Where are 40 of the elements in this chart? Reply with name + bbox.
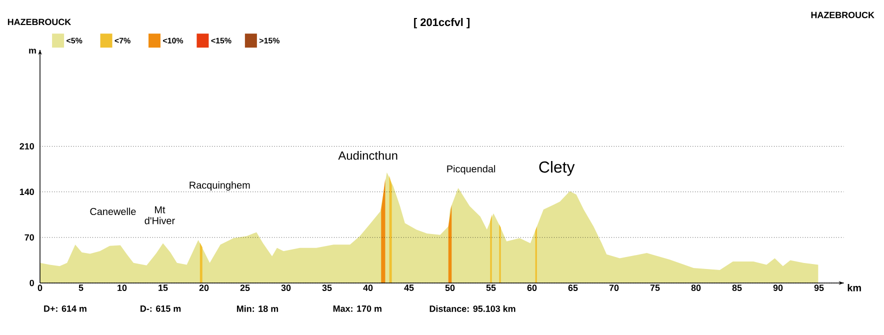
- x-tick-label: 0: [38, 284, 42, 292]
- text: HAZEBROUCK: [811, 12, 874, 18]
- text: D+: 614 m: [44, 305, 86, 312]
- x-tick-label: 35: [322, 284, 332, 292]
- y-tick-label: 140: [20, 188, 34, 196]
- y-tick-label: 0: [30, 280, 34, 286]
- x-tick-label: 45: [404, 284, 414, 291]
- x-tick-label: 10: [118, 284, 127, 292]
- text: HAZEBROUCK: [8, 18, 72, 26]
- x-tick-label: 5: [78, 284, 84, 291]
- annotation: Racquinghem: [190, 181, 250, 191]
- text: D-: 615 m: [140, 305, 181, 312]
- x-tick-label: 90: [773, 284, 783, 292]
- x-tick-label: 55: [486, 284, 496, 291]
- x-tick-label: 25: [240, 284, 250, 292]
- x-tick-label: 65: [568, 284, 578, 292]
- y-axis-title: m: [29, 48, 36, 54]
- text: Distance: 95.103 km: [430, 305, 516, 312]
- annotation: Clety: [539, 160, 575, 176]
- annotation: Picquendal: [447, 165, 496, 174]
- chart-title: [ 201ccfvl ]: [414, 18, 470, 28]
- x-tick-label: 15: [158, 284, 168, 291]
- annotation: Mt d'Hiver: [144, 206, 175, 224]
- x-tick-label: 95: [814, 284, 824, 292]
- x-tick-label: 75: [650, 284, 660, 291]
- x-tick-label: 85: [732, 284, 742, 292]
- x-tick-label: 80: [691, 284, 701, 292]
- x-tick-label: 70: [609, 284, 619, 292]
- text: Min: 18 m: [236, 305, 278, 312]
- y-tick-label: 210: [20, 143, 34, 150]
- x-tick-label: 40: [363, 284, 373, 292]
- y-tick-label: 70: [24, 234, 34, 241]
- text: Max: 170 m: [333, 305, 382, 312]
- annotation: Audincthun: [338, 151, 398, 160]
- annotation: Canewelle: [90, 208, 136, 216]
- x-tick-label: 50: [445, 284, 455, 292]
- x-tick-label: 60: [527, 284, 537, 292]
- x-tick-label: 20: [199, 284, 209, 292]
- x-tick-label: 30: [281, 284, 291, 292]
- x-axis-title: km: [848, 284, 861, 292]
